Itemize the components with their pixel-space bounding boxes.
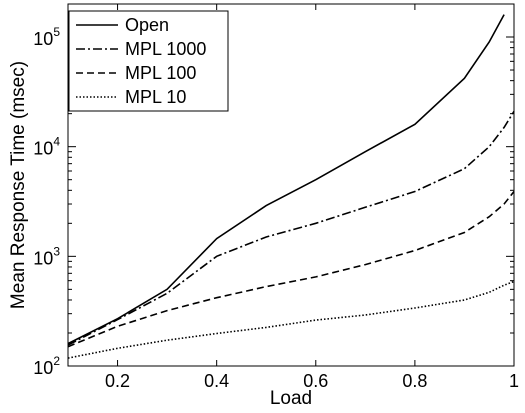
legend: Open MPL 1000 MPL 100 MPL 10 <box>68 10 229 112</box>
series-line-mpl-10 <box>67 280 515 359</box>
x-axis-label: Load <box>270 388 312 409</box>
x-tick-label: 0.8 <box>402 371 427 391</box>
series-lines <box>67 14 515 359</box>
axis-ticks: 0.2 0.4 0.6 0.8 1 102 103 104 105 <box>33 3 519 391</box>
series-line-mpl-100 <box>67 191 515 348</box>
legend-box <box>68 10 229 112</box>
series-line-open <box>67 14 505 345</box>
x-tick-label: 0.6 <box>303 371 328 391</box>
x-tick-label: 0.4 <box>204 371 229 391</box>
x-tick-label: 0.2 <box>105 371 130 391</box>
y-tick-label: 102 <box>33 354 60 378</box>
legend-label: MPL 10 <box>125 87 186 107</box>
x-tick-label: 1 <box>509 371 519 391</box>
y-tick-label: 104 <box>33 135 60 159</box>
legend-label: MPL 1000 <box>125 39 206 59</box>
legend-label: Open <box>125 15 169 35</box>
y-tick-label: 105 <box>33 25 60 49</box>
y-axis-label: Mean Response Time (msec) <box>8 61 29 309</box>
y-tick-label: 103 <box>33 244 60 268</box>
series-line-mpl-1000 <box>67 110 515 346</box>
legend-label: MPL 100 <box>125 63 196 83</box>
